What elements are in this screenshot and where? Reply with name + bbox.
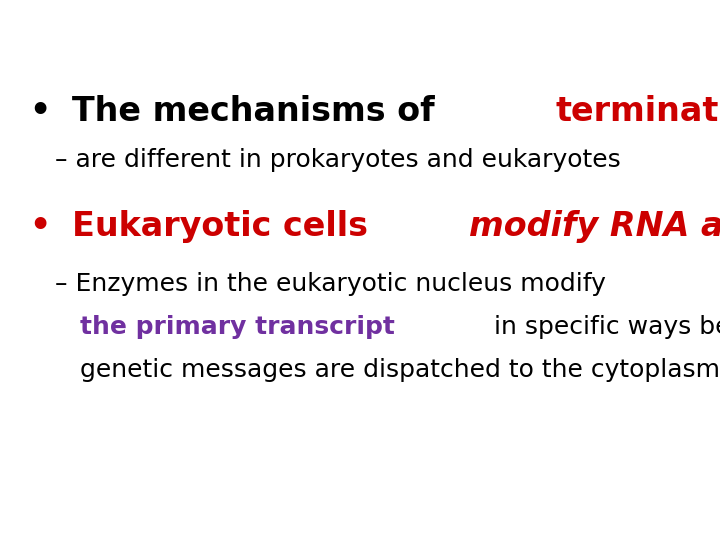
Text: The mechanisms of: The mechanisms of [73,95,446,128]
Text: •: • [30,210,63,243]
Text: genetic messages are dispatched to the cytoplasm: genetic messages are dispatched to the c… [80,358,720,382]
Text: Eukaryotic cells: Eukaryotic cells [73,210,380,243]
Text: •: • [30,95,63,128]
Text: modify RNA after transcription: modify RNA after transcription [469,210,720,243]
Text: termination: termination [555,95,720,128]
Text: in specific ways before the: in specific ways before the [486,315,720,339]
Text: – Enzymes in the eukaryotic nucleus modify: – Enzymes in the eukaryotic nucleus modi… [55,272,614,296]
Text: the primary transcript: the primary transcript [80,315,395,339]
Text: – are different in prokaryotes and eukaryotes: – are different in prokaryotes and eukar… [55,148,621,172]
